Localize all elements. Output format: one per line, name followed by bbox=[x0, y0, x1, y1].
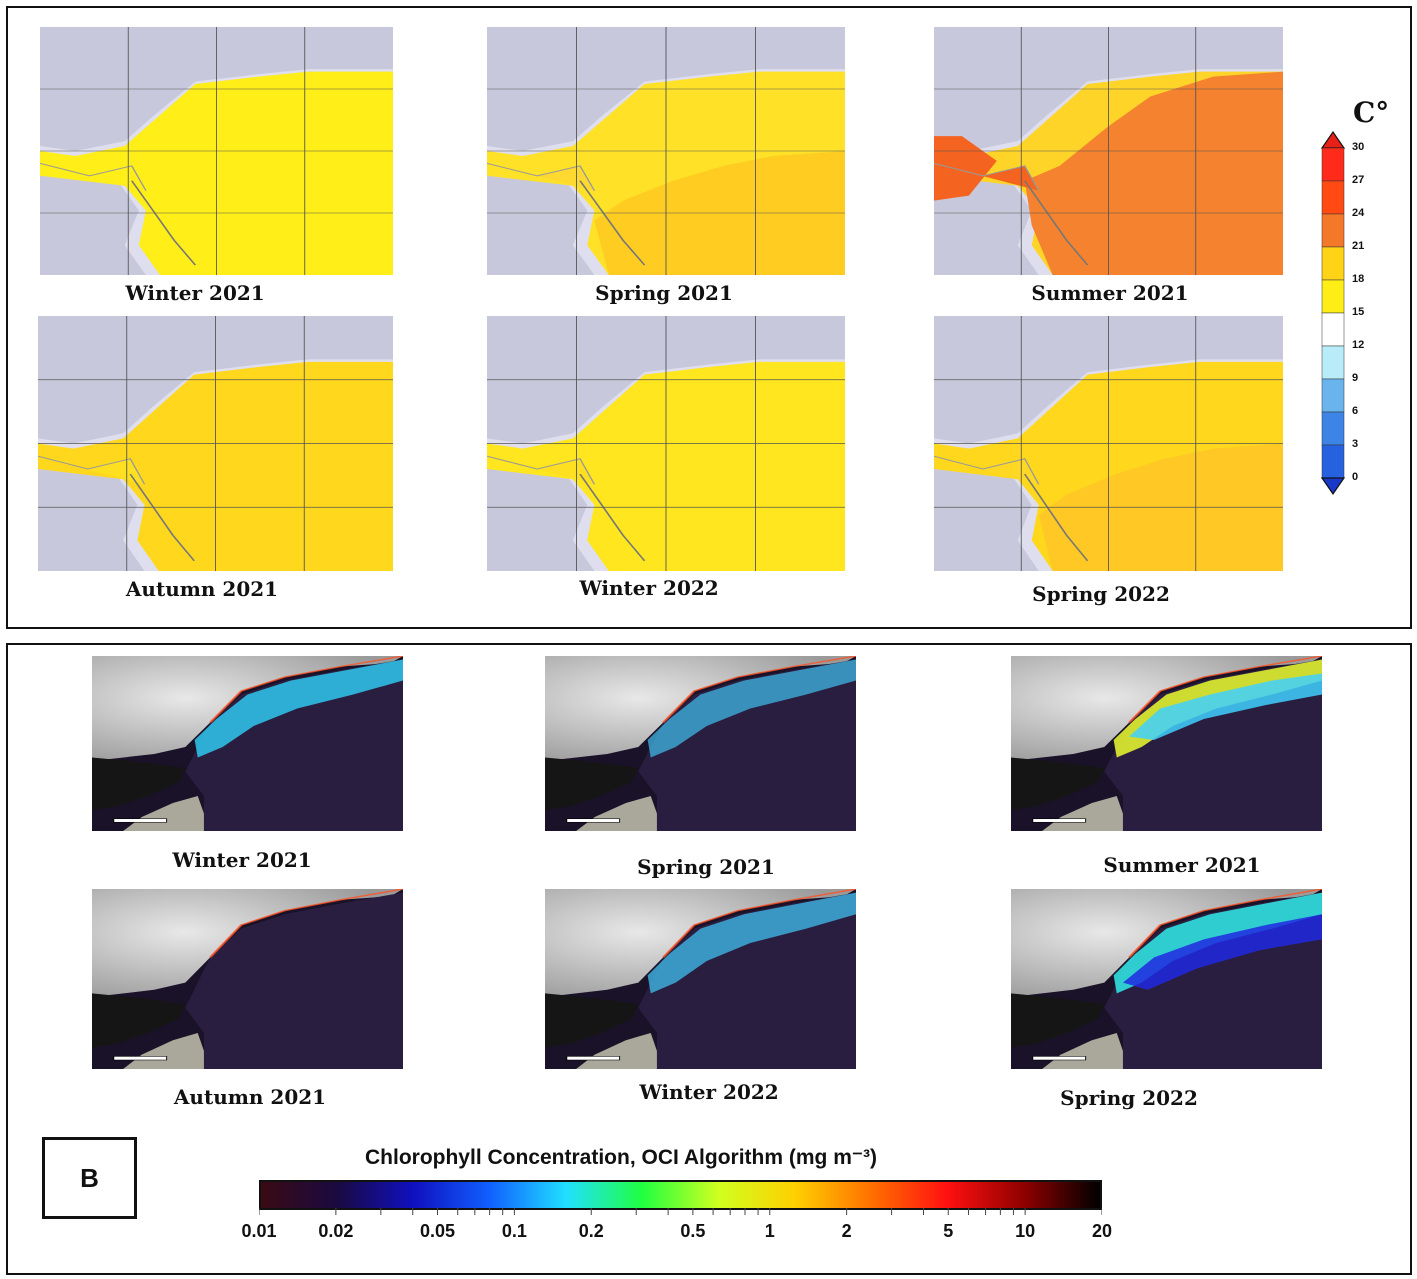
sst-caption-summer-2021: Summer 2021 bbox=[1031, 281, 1189, 305]
chl-caption-winter-2021: Winter 2021 bbox=[172, 848, 312, 872]
chl-caption-spring-2022: Spring 2022 bbox=[1060, 1086, 1198, 1110]
sst-colorbar-tick: 9 bbox=[1352, 372, 1359, 384]
sst-colorbar-tick: 6 bbox=[1352, 405, 1359, 417]
sst-colorbar-tick: 15 bbox=[1352, 306, 1365, 318]
chl-colorbar-tick: 5 bbox=[943, 1221, 954, 1241]
sst-colorbar bbox=[1320, 130, 1346, 496]
chl-colorbar-tick: 0.1 bbox=[501, 1221, 527, 1241]
sst-map-winter-2021 bbox=[40, 27, 393, 275]
chl-map-autumn-2021 bbox=[92, 889, 403, 1069]
sst-colorbar-tick: 18 bbox=[1352, 273, 1365, 285]
sst-caption-spring-2022: Spring 2022 bbox=[1032, 582, 1170, 606]
sst-map-spring-2022 bbox=[934, 316, 1283, 571]
chl-caption-spring-2021: Spring 2021 bbox=[637, 855, 775, 879]
chl-colorbar-tick: 0.5 bbox=[680, 1221, 706, 1241]
sst-colorbar-tick: 3 bbox=[1352, 438, 1359, 450]
chl-colorbar-minor-ticks bbox=[259, 1208, 1102, 1215]
chl-colorbar-tick: 2 bbox=[841, 1221, 852, 1241]
sst-map-winter-2022 bbox=[487, 316, 845, 571]
sst-caption-spring-2021: Spring 2021 bbox=[595, 281, 733, 305]
sst-caption-winter-2022: Winter 2022 bbox=[579, 576, 719, 600]
chl-colorbar-tick: 0.05 bbox=[419, 1221, 456, 1241]
chl-colorbar bbox=[259, 1180, 1102, 1210]
sst-colorbar-tick: 0 bbox=[1352, 471, 1359, 483]
chl-colorbar-tick: 10 bbox=[1015, 1221, 1036, 1241]
chl-caption-summer-2021: Summer 2021 bbox=[1103, 853, 1261, 877]
sst-colorbar-tick: 12 bbox=[1352, 339, 1365, 351]
chl-map-winter-2021 bbox=[92, 656, 403, 831]
chl-map-winter-2022 bbox=[545, 889, 856, 1069]
sst-map-summer-2021 bbox=[934, 27, 1283, 275]
chl-colorbar-tick: 1 bbox=[764, 1221, 775, 1241]
chl-colorbar-tick: 0.02 bbox=[318, 1221, 354, 1241]
sst-colorbar-tick: 27 bbox=[1352, 174, 1365, 186]
chl-map-summer-2021 bbox=[1011, 656, 1322, 831]
chl-colorbar-tick: 0.2 bbox=[578, 1221, 604, 1241]
sst-colorbar-tick: 21 bbox=[1352, 240, 1365, 252]
sst-caption-autumn-2021: Autumn 2021 bbox=[125, 577, 279, 601]
chl-colorbar-tick: 0.01 bbox=[241, 1221, 277, 1241]
sst-map-spring-2021 bbox=[487, 27, 845, 275]
sst-unit-label: C° bbox=[1353, 96, 1390, 129]
chl-colorbar-tick: 20 bbox=[1091, 1221, 1113, 1241]
chl-caption-winter-2022: Winter 2022 bbox=[639, 1080, 779, 1104]
panel-b-label: B bbox=[42, 1137, 137, 1219]
chl-colorbar-title: Chlorophyll Concentration, OCI Algorithm… bbox=[365, 1146, 877, 1169]
sst-caption-winter-2021: Winter 2021 bbox=[125, 281, 265, 305]
sst-colorbar-tick: 24 bbox=[1352, 207, 1365, 219]
chl-map-spring-2022 bbox=[1011, 889, 1322, 1069]
sst-colorbar-tick: 30 bbox=[1352, 141, 1365, 153]
chl-caption-autumn-2021: Autumn 2021 bbox=[173, 1085, 327, 1109]
sea-chlorophyll bbox=[185, 892, 403, 1069]
chl-map-spring-2021 bbox=[545, 656, 856, 831]
sst-map-autumn-2021 bbox=[38, 316, 393, 571]
